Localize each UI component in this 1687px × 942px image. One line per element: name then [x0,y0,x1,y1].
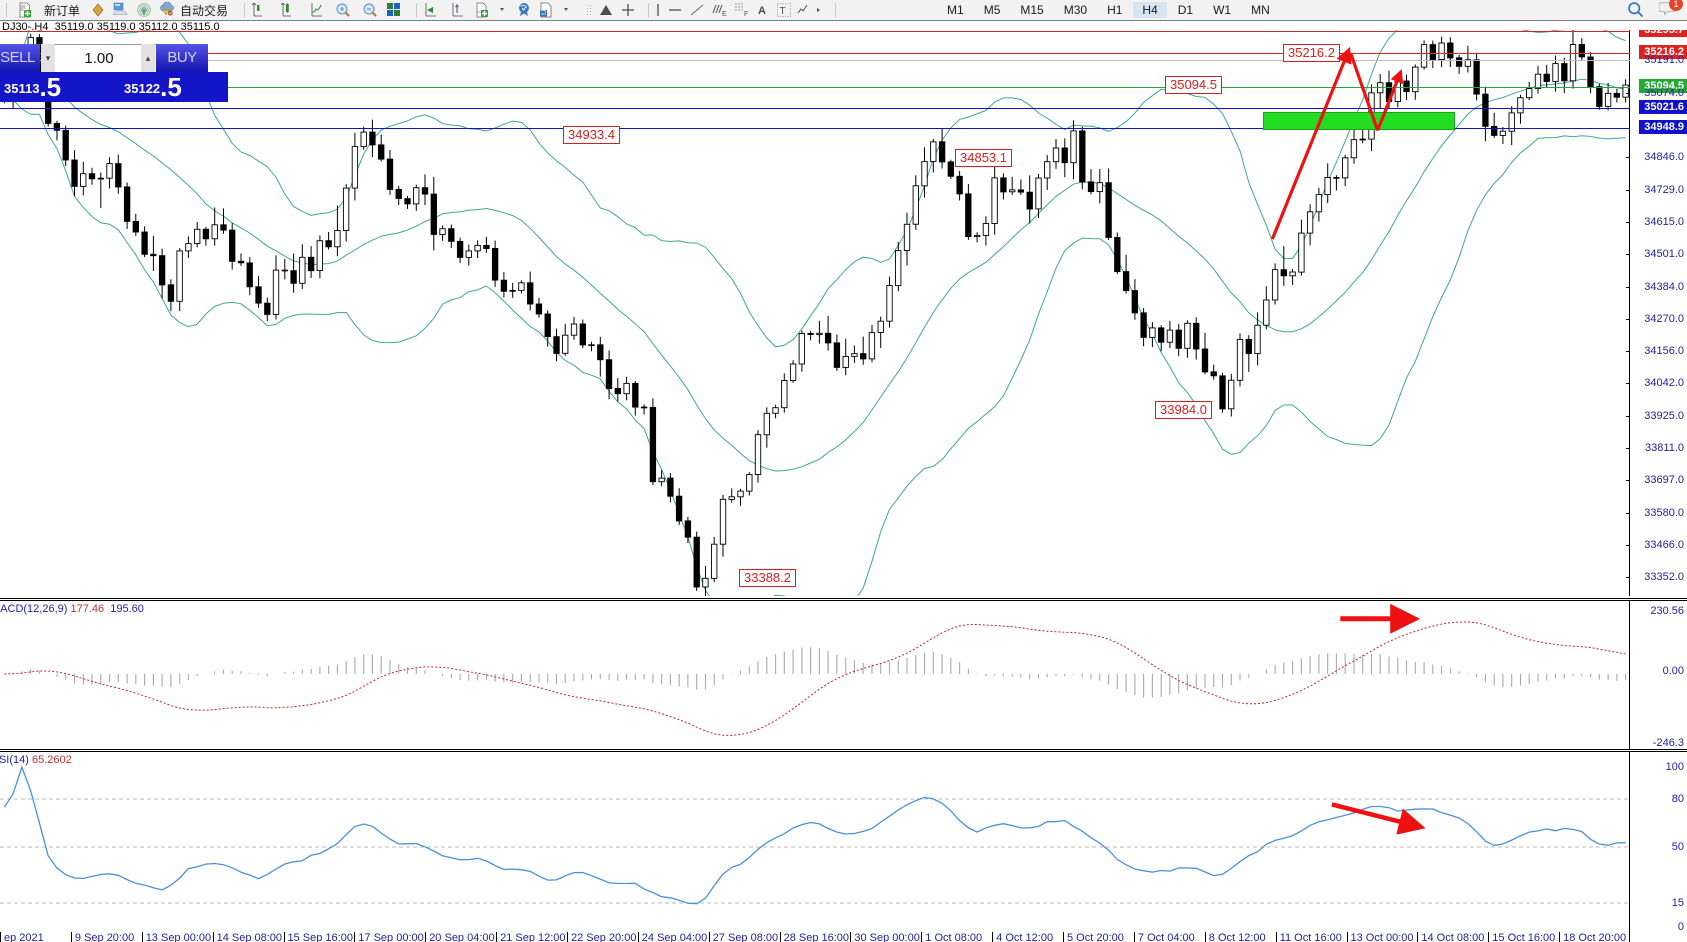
svg-text:F: F [744,11,748,17]
svg-text:E: E [722,11,727,17]
svg-text:A: A [758,5,766,17]
svg-text:T: T [780,6,786,17]
